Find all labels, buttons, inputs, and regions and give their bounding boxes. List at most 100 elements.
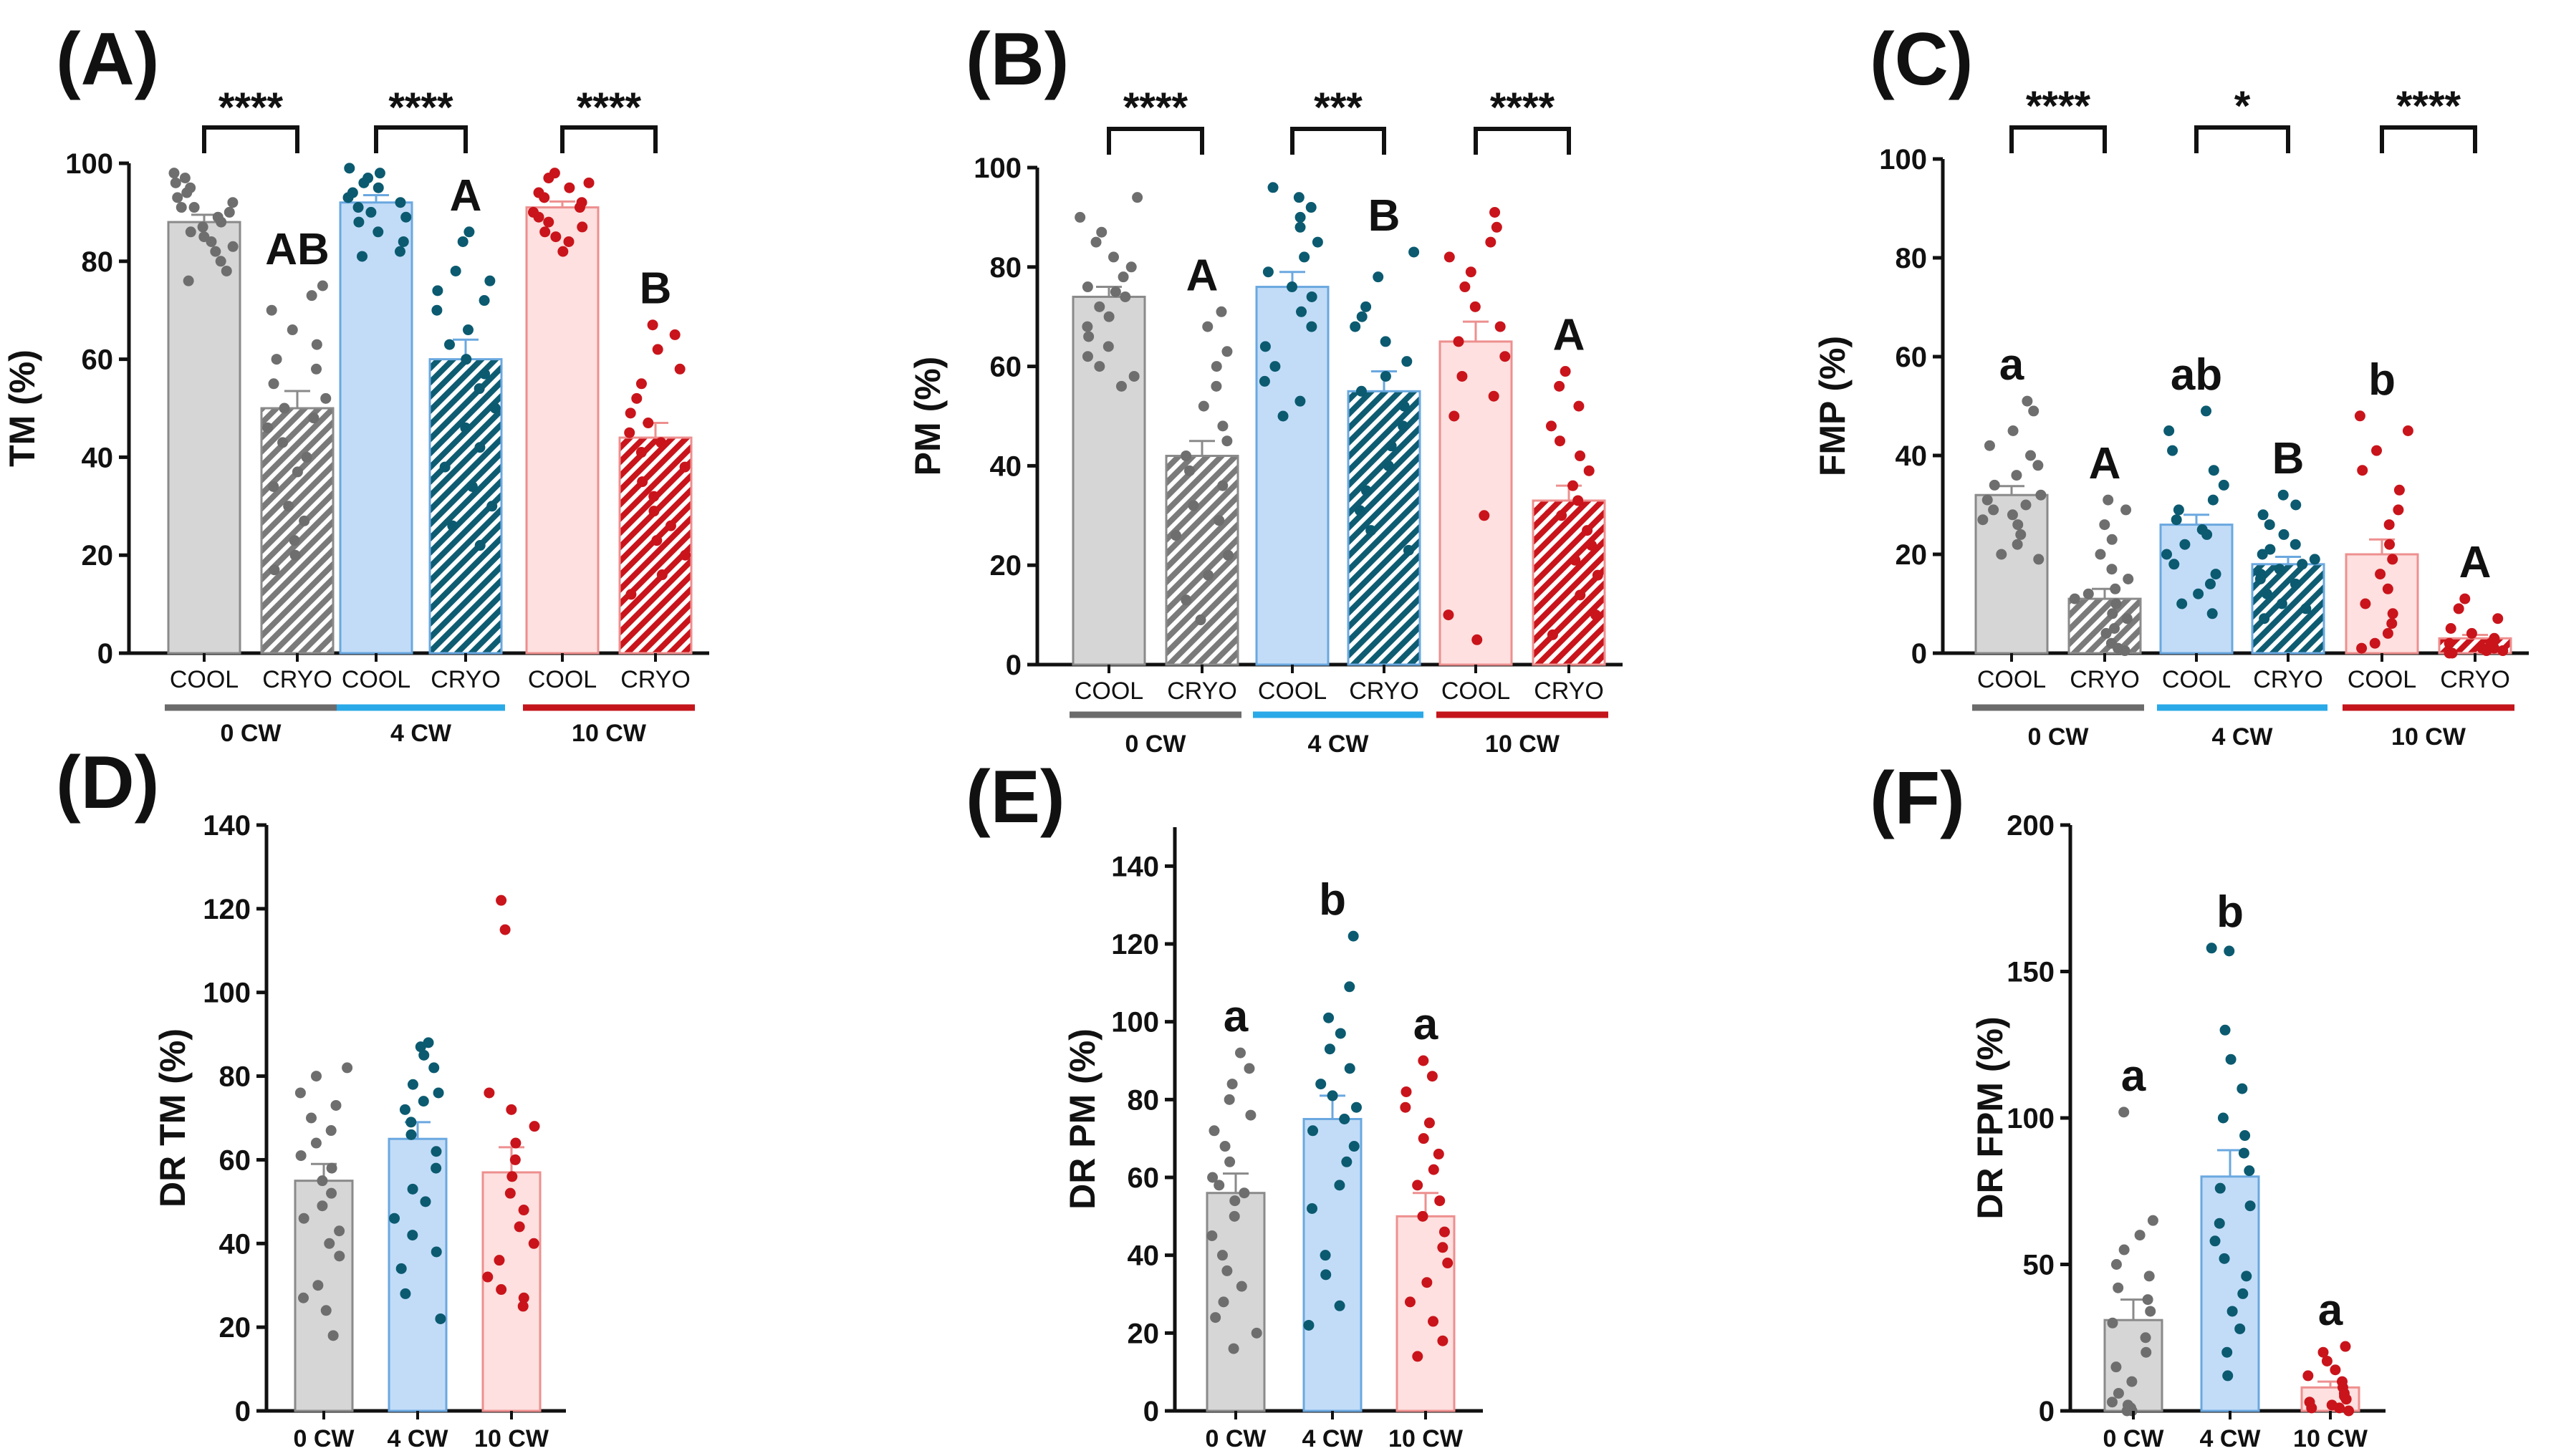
bar [428, 358, 503, 655]
data-point [2032, 460, 2044, 471]
data-point [1221, 346, 1233, 357]
y-axis-label: DR PM (%) [1062, 1028, 1102, 1210]
group-label: 10 CW [1485, 731, 1560, 758]
data-point [635, 378, 647, 390]
data-point [2446, 647, 2458, 659]
data-point [533, 211, 544, 223]
data-point [1259, 341, 1271, 352]
y-tick-label: 100 [974, 153, 1022, 184]
data-point [168, 168, 180, 179]
data-point [1184, 465, 1196, 476]
y-tick-label: 0 [2039, 1396, 2055, 1427]
data-point [510, 1137, 522, 1149]
data-point [2206, 608, 2218, 619]
data-point [1428, 1164, 1439, 1175]
data-point [1251, 1327, 1262, 1339]
data-point [1305, 202, 1317, 213]
data-point [1244, 1063, 1255, 1074]
data-point [352, 202, 364, 213]
data-point [289, 549, 301, 561]
data-point [400, 211, 412, 223]
data-point [431, 1162, 442, 1174]
data-point [583, 177, 595, 188]
data-point [1170, 530, 1181, 541]
data-point [1082, 281, 1093, 293]
data-point [2173, 504, 2184, 516]
data-point [574, 202, 585, 213]
data-point [1373, 271, 1384, 283]
data-point [439, 461, 451, 473]
x-category-label: CRYO [262, 666, 332, 693]
data-point [631, 392, 643, 404]
x-category-label: CRYO [1534, 678, 1604, 705]
x-category-label: 4 CW [388, 1425, 449, 1452]
data-point [2119, 645, 2130, 657]
y-tick-label: 40 [219, 1228, 251, 1260]
data-point [224, 206, 235, 218]
data-point [2201, 405, 2212, 417]
data-point [405, 1117, 417, 1128]
data-point [1110, 286, 1121, 297]
data-point [433, 1087, 444, 1099]
data-point [2387, 554, 2398, 565]
data-point [1181, 450, 1192, 462]
data-point [268, 481, 279, 492]
letter-annotation: A [450, 171, 482, 221]
data-point [496, 1284, 507, 1296]
data-point [1214, 1180, 1225, 1191]
bar [1302, 1118, 1363, 1412]
data-point [2206, 942, 2217, 954]
data-point [2069, 593, 2080, 604]
data-point [1239, 1187, 1250, 1199]
data-point [1494, 321, 1506, 332]
y-tick-label: 60 [219, 1144, 251, 1176]
data-point [399, 1104, 410, 1115]
data-point [1590, 609, 1602, 621]
data-point [1294, 395, 1306, 407]
y-tick-label: 200 [2007, 810, 2055, 842]
data-point [1403, 544, 1414, 556]
y-tick-label: 80 [1896, 243, 1928, 274]
data-point [334, 1225, 345, 1237]
data-point [294, 1087, 306, 1099]
data-point [2121, 613, 2133, 625]
data-point [310, 1071, 322, 1082]
data-point [577, 221, 588, 233]
data-point [635, 447, 647, 458]
data-point [2214, 1218, 2225, 1229]
data-point [1354, 505, 1365, 516]
data-point [457, 236, 469, 247]
data-point [1348, 1141, 1360, 1152]
data-point [1307, 1202, 1318, 1214]
data-point [1210, 1312, 1221, 1324]
y-tick-label: 20 [219, 1312, 251, 1344]
data-point [2143, 1271, 2155, 1282]
data-point [2201, 529, 2213, 540]
data-point [435, 1313, 446, 1324]
data-point [1303, 1319, 1315, 1331]
significance-bracket [2380, 125, 2477, 153]
data-point [206, 236, 217, 247]
significance-bracket [560, 125, 658, 153]
x-category-label: 0 CW [2103, 1425, 2165, 1452]
y-axis-label: FMP (%) [1812, 336, 1853, 476]
data-point [2204, 578, 2216, 589]
data-point [1334, 1180, 1345, 1191]
data-point [496, 895, 507, 906]
data-point [1102, 341, 1114, 352]
data-point [528, 1238, 539, 1249]
data-point [1115, 380, 1127, 392]
data-point [1469, 301, 1481, 312]
data-point [2321, 1355, 2333, 1366]
data-point [1988, 504, 1999, 516]
data-point [1094, 361, 1105, 372]
data-point [2222, 1370, 2234, 1382]
data-point [2384, 539, 2396, 550]
data-point [1401, 356, 1413, 367]
x-category-label: COOL [170, 666, 239, 693]
data-point [2300, 603, 2312, 614]
data-point [462, 324, 474, 336]
data-point [320, 1305, 332, 1316]
bar [1347, 390, 1421, 666]
data-point [2106, 1397, 2118, 1408]
